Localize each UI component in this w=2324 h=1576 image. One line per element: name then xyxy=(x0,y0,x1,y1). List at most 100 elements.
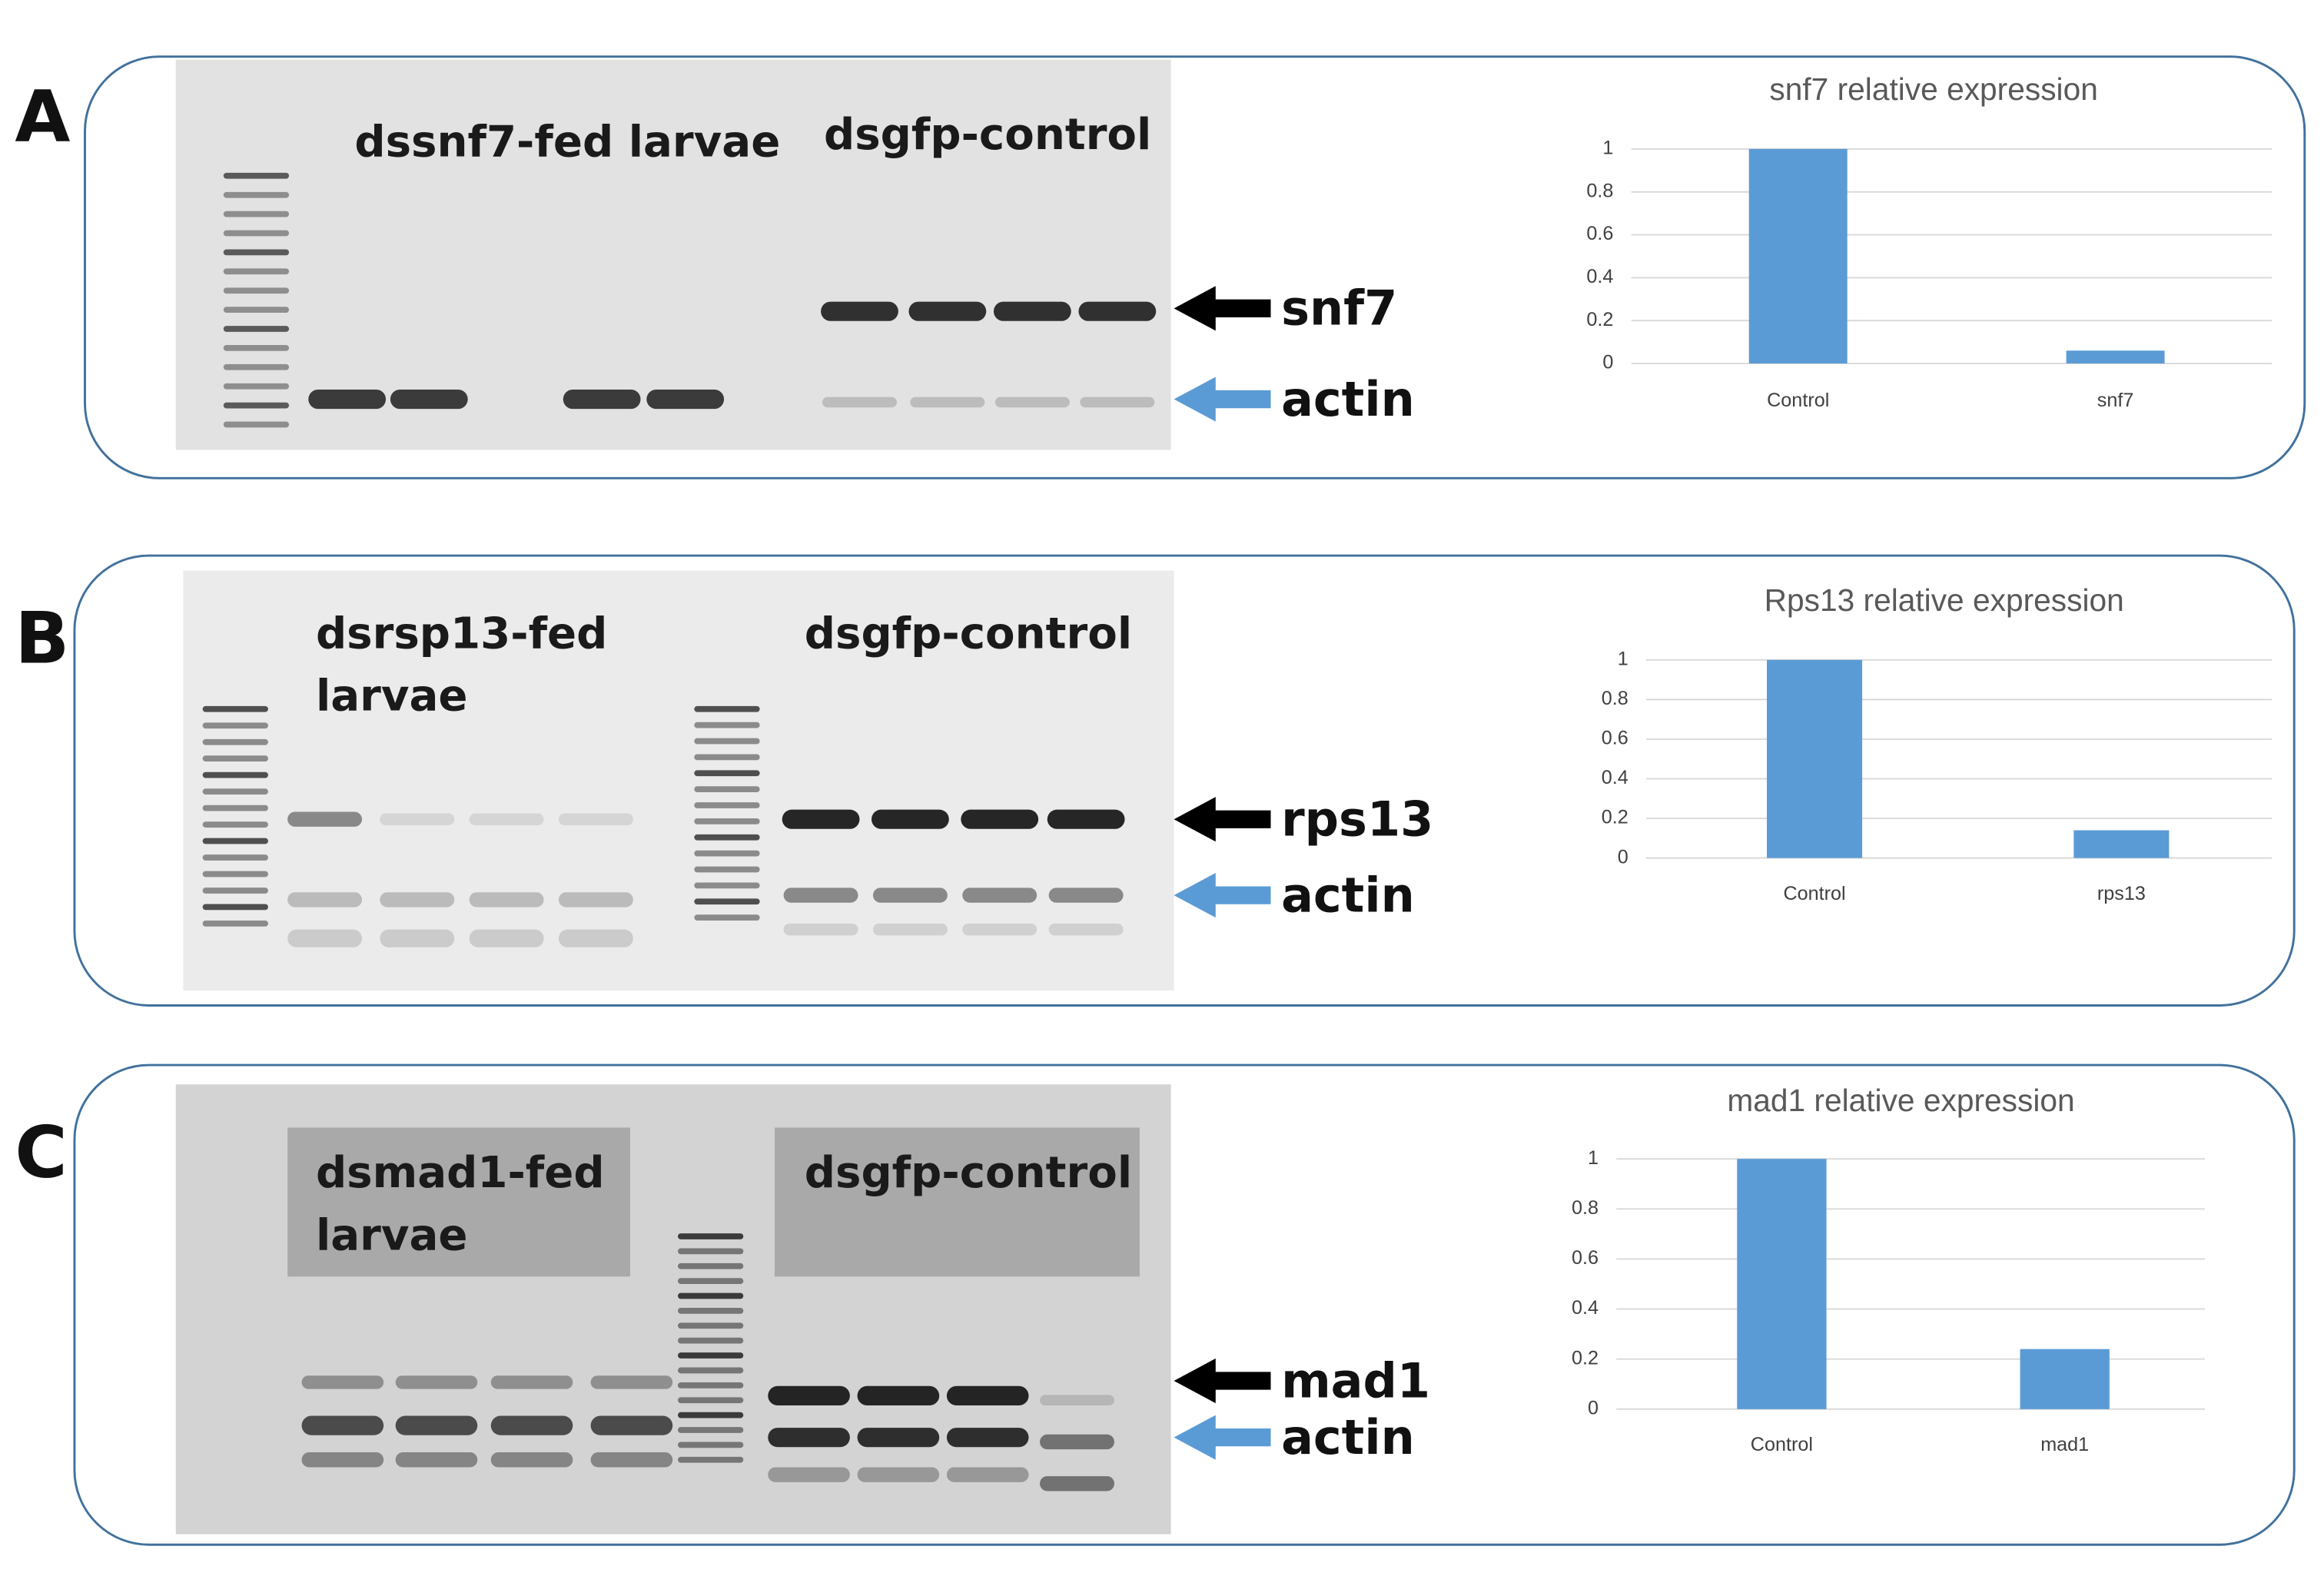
gel-band xyxy=(694,786,760,793)
gel-band xyxy=(490,1375,573,1389)
gel-band xyxy=(223,421,290,428)
gel-group-label: larvae xyxy=(316,672,468,722)
gel-band xyxy=(469,929,544,947)
gel-band xyxy=(395,1375,478,1389)
gel-band xyxy=(558,892,633,907)
gel-band xyxy=(223,402,290,409)
gel-band xyxy=(946,1385,1029,1405)
panel-letter: C xyxy=(15,1110,67,1193)
gel-band xyxy=(946,1428,1029,1448)
gel-band xyxy=(202,738,268,745)
gel-band xyxy=(768,1385,850,1405)
gel-bands xyxy=(202,172,1157,1491)
gel-band xyxy=(202,771,268,778)
x-tick-label: Control xyxy=(1783,883,1845,904)
gel-band xyxy=(993,301,1071,321)
gel-band xyxy=(694,834,760,841)
arrow xyxy=(1174,797,1271,842)
y-tick-label: 0.6 xyxy=(1586,223,1613,244)
gel-band xyxy=(678,1456,744,1463)
bar xyxy=(2073,830,2170,858)
gel-band xyxy=(301,1375,384,1389)
gel-band xyxy=(994,396,1070,408)
gel-band xyxy=(872,888,948,903)
arrow xyxy=(1174,377,1271,422)
bar xyxy=(1767,659,1863,858)
gel-band xyxy=(962,923,1038,936)
gel-band xyxy=(678,1427,744,1433)
gel-band xyxy=(768,1467,850,1482)
x-tick-label: Control xyxy=(1751,1434,1813,1455)
arrow xyxy=(1174,1415,1271,1460)
gel-band xyxy=(1040,1476,1114,1491)
gel-band xyxy=(202,755,268,762)
gel-band xyxy=(678,1367,744,1374)
gel-band xyxy=(694,738,760,745)
gel-band xyxy=(694,722,760,728)
gel-band xyxy=(308,389,387,410)
gel-image xyxy=(183,570,1174,991)
gel-band xyxy=(1048,888,1124,903)
gel-group-label: dsgfp-control xyxy=(824,110,1151,160)
gel-band xyxy=(678,1278,744,1285)
gel-band xyxy=(694,882,760,889)
bar xyxy=(2020,1349,2110,1409)
x-tick-label: snf7 xyxy=(2097,390,2134,411)
gel-band xyxy=(678,1248,744,1255)
gel-band xyxy=(678,1233,744,1239)
gel-band xyxy=(678,1352,744,1359)
gel-band xyxy=(469,892,544,907)
gel-band xyxy=(783,888,858,903)
gel-band xyxy=(872,923,948,936)
y-tick-label: 0.6 xyxy=(1572,1247,1599,1269)
gel-band xyxy=(202,805,268,811)
gel-band xyxy=(490,1452,573,1468)
gel-band xyxy=(490,1415,573,1435)
y-tick-label: 0.4 xyxy=(1602,767,1628,788)
y-tick-label: 1 xyxy=(1602,138,1613,159)
gel-band xyxy=(1040,1434,1114,1450)
gel-band xyxy=(202,871,268,878)
gel-band xyxy=(822,396,897,408)
gel-band xyxy=(590,1415,673,1435)
gel-band xyxy=(202,788,268,795)
y-tick-label: 0.2 xyxy=(1572,1347,1599,1369)
gel-band xyxy=(202,705,268,712)
gel-band xyxy=(678,1442,744,1448)
gel-band xyxy=(1078,301,1157,321)
x-tick-label: rps13 xyxy=(2097,883,2146,904)
x-tick-label: mad1 xyxy=(2040,1434,2089,1455)
gel-band xyxy=(590,1375,673,1389)
gel-band xyxy=(857,1385,940,1405)
x-tick-label: Control xyxy=(1767,390,1829,411)
gel-band xyxy=(223,363,290,370)
gel-band xyxy=(694,754,760,761)
chart-title: snf7 relative expression xyxy=(1769,71,2097,107)
gel-band xyxy=(202,722,268,729)
gel-band xyxy=(223,230,290,237)
gel-image xyxy=(175,59,1171,450)
band-label: actin xyxy=(1281,867,1415,923)
gel-band xyxy=(908,301,987,321)
gel-band xyxy=(223,383,290,390)
y-tick-label: 0.2 xyxy=(1586,309,1613,330)
panel-frame xyxy=(84,55,2306,479)
y-tick-label: 0.4 xyxy=(1572,1297,1599,1319)
y-tick-label: 0 xyxy=(1588,1397,1599,1418)
gel-band xyxy=(678,1397,744,1404)
y-tick-label: 0.8 xyxy=(1586,180,1613,201)
gel-band xyxy=(223,211,290,217)
gel-band xyxy=(380,892,455,907)
gel-band xyxy=(694,898,760,905)
gel-band xyxy=(1048,923,1124,936)
gel-group-label: dssnf7-fed larvae xyxy=(354,118,780,168)
band-label: actin xyxy=(1281,371,1415,427)
y-tick-label: 0.8 xyxy=(1572,1197,1599,1219)
gel-band xyxy=(1040,1395,1114,1405)
gel-band xyxy=(694,818,760,824)
gel-band xyxy=(380,929,455,947)
gel-band xyxy=(678,1308,744,1314)
y-tick-label: 0 xyxy=(1602,352,1613,373)
gel-band xyxy=(202,854,268,861)
